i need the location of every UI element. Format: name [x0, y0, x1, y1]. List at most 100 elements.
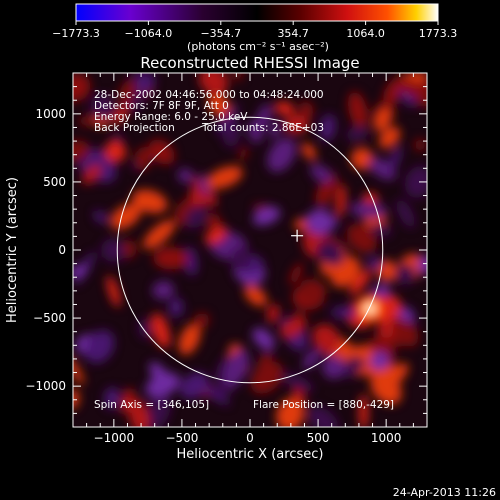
annotation-detectors: Detectors: 7F 8F 9F, Att 0 — [94, 100, 229, 112]
heatmap-blob — [238, 146, 249, 160]
heatmap-blob — [312, 324, 341, 353]
annotation-method: Back Projection — [94, 122, 175, 134]
heatmap-blob — [346, 126, 369, 141]
annotation-flare-position: Flare Position = [880,-429] — [253, 399, 394, 411]
heatmap-blob — [184, 246, 198, 276]
annotation-total-counts: Total counts: 2.86E+03 — [201, 122, 324, 134]
heatmap-blob — [322, 355, 346, 379]
heatmap-blob — [93, 210, 108, 224]
heatmap-blob — [120, 388, 134, 414]
heatmap-blob — [104, 140, 127, 163]
colorbar-ticks: −1773.3 −1064.0 −354.7 354.7 1064.0 1773.3 — [52, 21, 457, 40]
heatmap-blob — [284, 113, 310, 135]
y-tick-label: 0 — [58, 243, 66, 257]
heatmap-blob — [320, 177, 340, 210]
heatmap-blob — [319, 114, 336, 142]
heatmap-blob — [208, 93, 231, 117]
heatmap-blob — [206, 214, 221, 227]
heatmap-blob — [132, 189, 168, 214]
heatmap-blob — [279, 318, 304, 339]
heatmap-blob — [138, 318, 152, 339]
heatmap-blob — [359, 393, 369, 427]
x-tick-label: −1000 — [94, 431, 135, 445]
heatmap-blob — [307, 406, 339, 427]
heatmap-blob — [152, 280, 175, 300]
heatmap-blob — [168, 297, 184, 317]
x-axis-label: Heliocentric X (arcsec) — [177, 447, 324, 462]
spin-axis-cross-marker — [291, 229, 304, 242]
heatmap-blob — [378, 126, 401, 149]
chart-title: Reconstructed RHESSI Image — [140, 54, 359, 72]
heatmap-blob — [316, 241, 345, 266]
heatmap-blob — [204, 225, 227, 245]
heatmap-blob — [151, 312, 171, 349]
heatmap-blob — [294, 218, 307, 231]
heatmap-blob — [396, 198, 415, 228]
solar-limb-circle — [116, 116, 384, 384]
heatmap-blob — [373, 108, 392, 132]
heatmap-blob — [367, 256, 382, 270]
heatmap-blob — [413, 138, 427, 151]
heatmap-blob — [78, 116, 94, 127]
heatmap-blob — [299, 278, 324, 304]
heatmap-blob — [252, 328, 275, 350]
heatmap-blob — [201, 383, 230, 406]
heatmap-blob — [301, 142, 317, 161]
axis-ticks — [73, 73, 427, 427]
heatmap-blob — [198, 73, 229, 95]
heatmap-blob — [73, 140, 91, 162]
y-tick-labels: 1000 500 0 −500 −1000 — [25, 107, 66, 393]
x-tick-label: 1000 — [371, 431, 402, 445]
heatmap-blob — [224, 349, 250, 387]
x-tick-label: 500 — [307, 431, 330, 445]
heatmap-blob — [330, 306, 361, 318]
heatmap-blob — [177, 168, 193, 183]
heatmap-blob — [274, 101, 295, 116]
x-tick-label: −500 — [165, 431, 198, 445]
y-tick-label: 1000 — [35, 107, 66, 121]
heatmap-blob — [104, 387, 120, 410]
annotation-spin-axis: Spin Axis = [346,105] — [94, 399, 209, 411]
heatmap-blob — [347, 91, 368, 129]
x-tick-labels: −1000 −500 0 500 1000 — [94, 431, 402, 445]
heatmap-blob — [267, 137, 296, 172]
heatmap-blob — [134, 146, 152, 171]
y-tick-label: 500 — [43, 175, 66, 189]
heatmap-blob — [73, 73, 91, 102]
heatmap-blob — [119, 79, 137, 104]
bright-source-peak — [365, 304, 374, 313]
heatmap-blob — [349, 269, 372, 296]
annotation-block: 28-Dec-2002 04:46:56.000 to 04:48:24.000… — [94, 89, 394, 411]
heatmap-blob — [198, 173, 209, 196]
heatmap-blob — [376, 323, 394, 339]
heatmap-blob — [395, 263, 416, 285]
heatmap-blob — [106, 275, 121, 308]
colorbar-tick-label: 1064.0 — [346, 27, 385, 40]
heatmap-blob — [305, 209, 334, 235]
heatmap-blob — [73, 264, 87, 278]
colorbar-tick-label: −1773.3 — [52, 27, 100, 40]
heatmap-blob — [336, 184, 346, 218]
colorbar-tick-label: 1773.3 — [419, 27, 458, 40]
heatmap-blob — [136, 75, 153, 94]
heatmap-blob — [300, 101, 314, 117]
heatmap-blob — [101, 238, 125, 263]
heatmap-blob — [310, 164, 332, 183]
colorbar-units: (photons cm⁻² s⁻¹ asec⁻²) — [187, 40, 329, 53]
colorbar-tick-label: 354.7 — [277, 27, 309, 40]
heatmap-blob — [144, 395, 171, 427]
annotation-time: 28-Dec-2002 04:46:56.000 to 04:48:24.000 — [94, 89, 324, 101]
colorbar-tick-label: −1064.0 — [125, 27, 173, 40]
heatmap-blob — [73, 353, 85, 385]
heatmap-blob — [250, 361, 284, 394]
heatmap-blob — [110, 203, 142, 230]
heatmap-blob — [368, 157, 397, 180]
heatmap-blob — [178, 323, 201, 355]
heatmap-blob — [289, 262, 303, 285]
heatmap-blob — [185, 205, 207, 229]
heatmap-blob — [206, 165, 243, 189]
heatmap-blob — [417, 255, 427, 274]
annotation-energy: Energy Range: 6.0 - 25.0 keV — [94, 111, 248, 123]
heatmap-blob — [193, 312, 210, 329]
